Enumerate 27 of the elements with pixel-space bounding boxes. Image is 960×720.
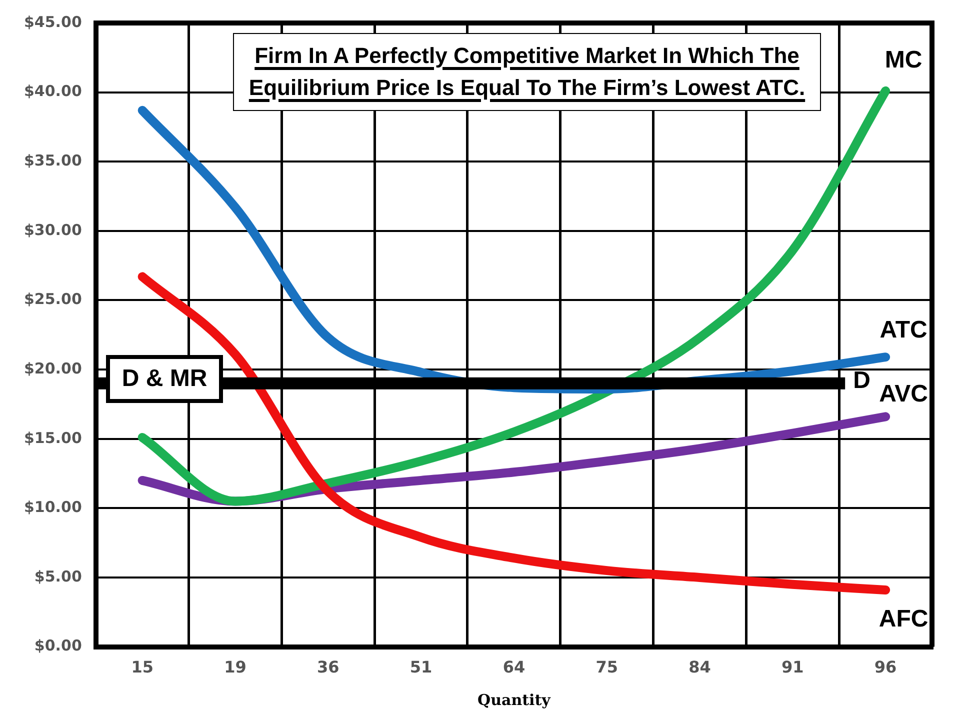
series-label: AVC (879, 380, 928, 408)
x-tick-label: 84 (688, 658, 711, 677)
y-tick-label: $35.00 (24, 152, 82, 170)
y-tick-label: $15.00 (24, 428, 82, 447)
ref-line-label: D & MR (106, 355, 224, 404)
series-label: AFC (878, 606, 928, 633)
x-tick-label: 64 (502, 658, 526, 677)
x-tick-label: 36 (317, 658, 340, 677)
x-tick-label: 15 (131, 658, 154, 677)
series-label: MC (884, 46, 922, 74)
annotation: D (853, 367, 870, 396)
series-label: ATC (880, 316, 928, 344)
y-tick-label: $5.00 (34, 567, 82, 586)
y-tick-label: $30.00 (24, 220, 82, 239)
x-axis-title: Quantity (478, 690, 552, 709)
y-tick-label: $40.00 (24, 82, 82, 100)
text: Firm In A Perfectly Competitive Market In Which The Equilibrium Price Is Equal To The Firm’s Lowest ATC. (248, 43, 806, 100)
y-tick-label: $45.00 (24, 12, 82, 31)
y-tick-label: $25.00 (24, 290, 82, 308)
y-tick-label: $10.00 (24, 498, 82, 516)
x-tick-label: 91 (782, 658, 804, 677)
x-tick-label: 19 (224, 658, 246, 677)
x-tick-label: 75 (596, 658, 618, 677)
y-tick-label: $20.00 (24, 359, 82, 378)
y-tick-label: $0.00 (34, 636, 82, 655)
x-tick-label: 51 (410, 658, 432, 677)
x-tick-label: 96 (874, 658, 897, 677)
